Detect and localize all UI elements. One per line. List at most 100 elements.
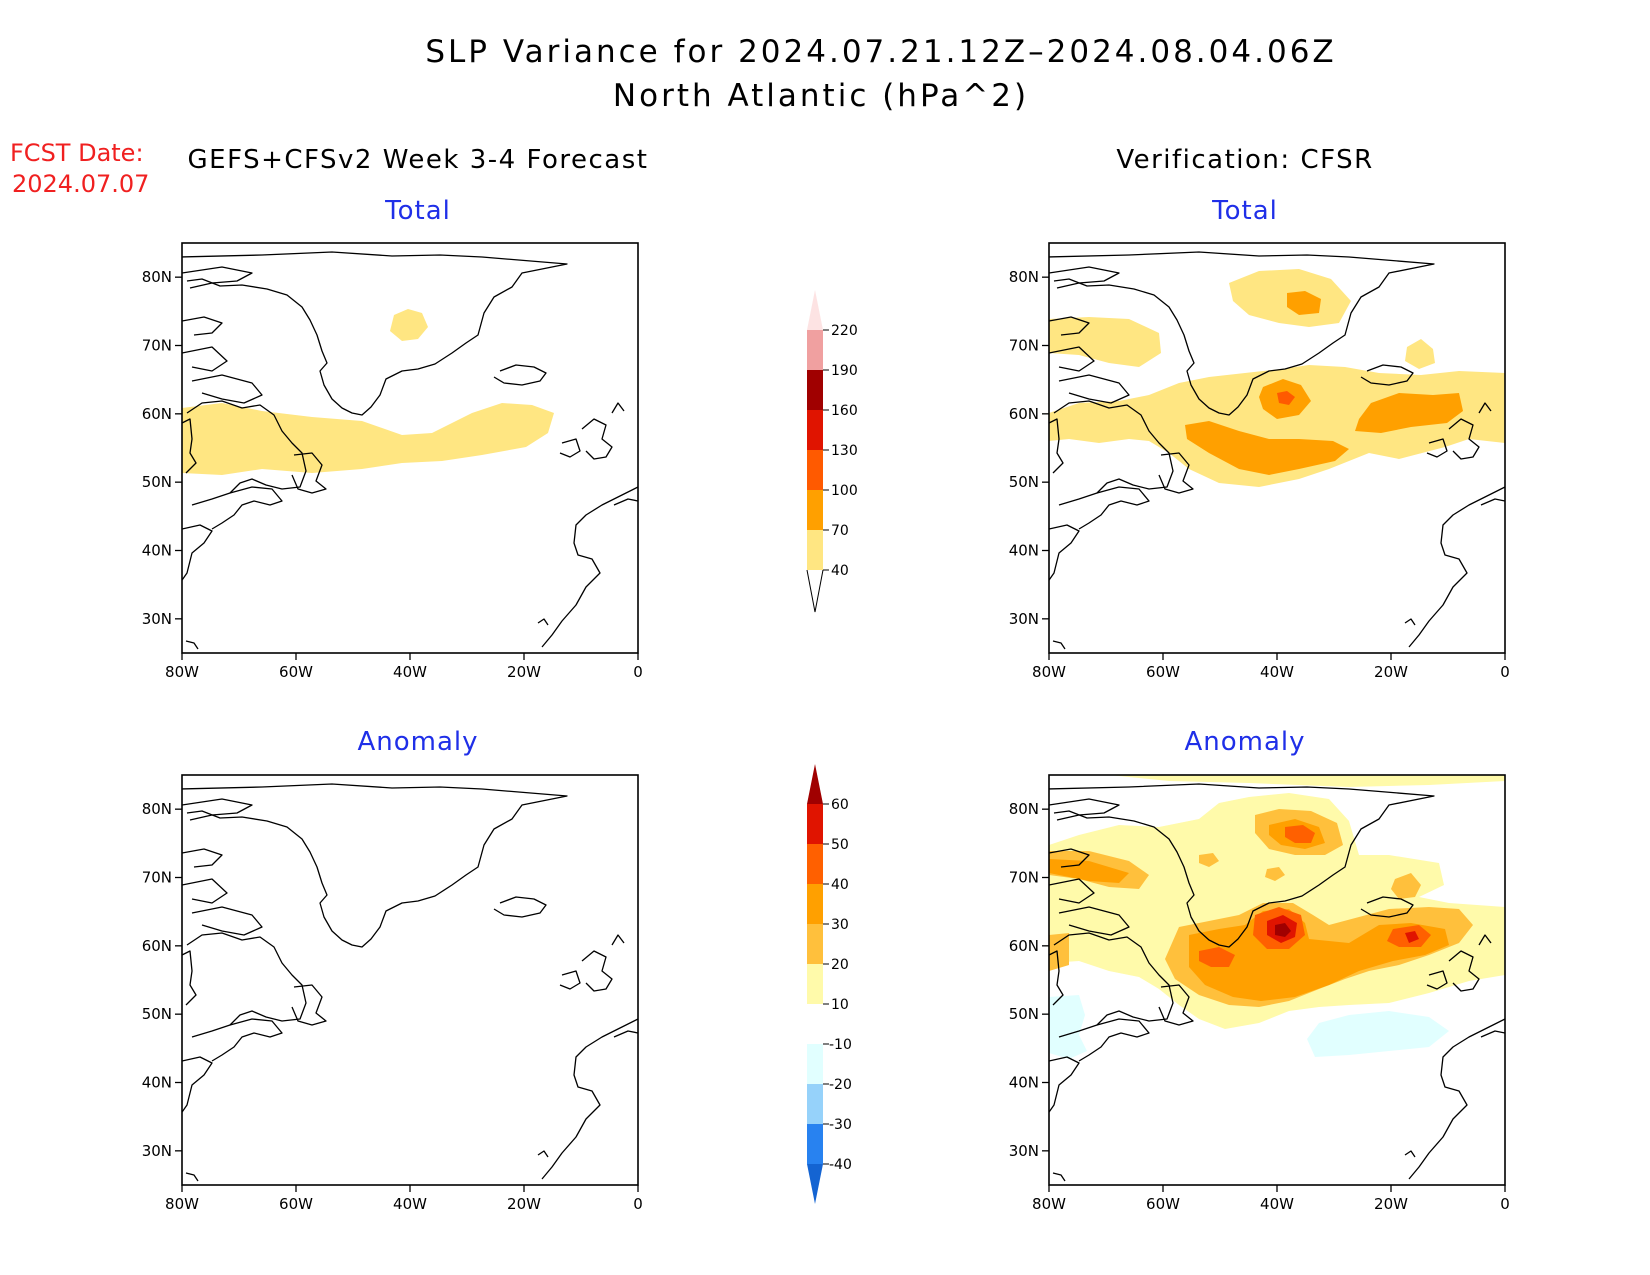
lat-tick-label: 60N bbox=[1009, 937, 1039, 955]
shading-40-ne bbox=[1405, 339, 1435, 369]
colorbar-total: 40 70 100 130 160 190 220 bbox=[806, 290, 858, 613]
lon-tick-label: 20W bbox=[1374, 1195, 1408, 1213]
lat-tick-label: 30N bbox=[142, 1142, 172, 1160]
lat-tick-label: 50N bbox=[142, 473, 172, 491]
lon-tick-label: 80W bbox=[165, 663, 199, 681]
colorbar-level-label: 220 bbox=[831, 323, 858, 339]
colorbar-box bbox=[807, 804, 823, 844]
lon-tick-label: 60W bbox=[279, 1195, 313, 1213]
lat-tick-label: 70N bbox=[142, 337, 172, 355]
lon-tick-label: 60W bbox=[279, 663, 313, 681]
lat-tick-label: 40N bbox=[142, 542, 172, 560]
forecast-total-subtitle: Total bbox=[384, 196, 451, 226]
lat-tick-label: 70N bbox=[142, 869, 172, 887]
lat-tick-label: 40N bbox=[1009, 542, 1039, 560]
colorbar-box bbox=[807, 450, 823, 490]
lat-tick-label: 60N bbox=[142, 405, 172, 423]
colorbar-box bbox=[807, 330, 823, 370]
colorbar-level-label: 40 bbox=[831, 877, 849, 893]
lat-tick-label: 30N bbox=[142, 610, 172, 628]
shading-20-main bbox=[1049, 933, 1069, 971]
colorbar-anomaly: -40 -30 -20 -10 10 20 30 40 50 60 bbox=[807, 764, 852, 1204]
lat-tick-label: 60N bbox=[142, 937, 172, 955]
colorbar-level-label: -10 bbox=[829, 1037, 852, 1053]
lat-tick-label: 70N bbox=[1009, 337, 1039, 355]
lon-tick-label: 60W bbox=[1146, 663, 1180, 681]
colorbar-box bbox=[807, 844, 823, 884]
colorbar-level-label: 40 bbox=[831, 563, 849, 579]
lon-tick-label: 40W bbox=[393, 663, 427, 681]
lon-tick-label: 80W bbox=[1032, 663, 1066, 681]
shading-50-east bbox=[1405, 931, 1419, 943]
colorbar-level-label: -30 bbox=[829, 1117, 852, 1133]
colorbar-level-label: -40 bbox=[829, 1157, 852, 1173]
figure-title-line2: North Atlantic (hPa^2) bbox=[613, 78, 1029, 114]
lat-tick-label: 80N bbox=[142, 268, 172, 286]
shading-40-sw bbox=[1199, 947, 1235, 967]
lon-tick-label: 40W bbox=[1260, 663, 1294, 681]
lon-tick-label: 0 bbox=[633, 663, 643, 681]
colorbar-box bbox=[807, 1124, 823, 1164]
colorbar-box bbox=[807, 924, 823, 964]
shading-10-top bbox=[1109, 775, 1505, 787]
shading-100-center bbox=[1277, 391, 1295, 405]
verification-column-title: Verification: CFSR bbox=[1116, 145, 1373, 175]
lat-tick-label: 50N bbox=[1009, 1005, 1039, 1023]
shading-70-sw bbox=[1185, 421, 1349, 475]
lat-tick-label: 30N bbox=[1009, 610, 1039, 628]
colorbar-level-label: 160 bbox=[831, 403, 858, 419]
shading-40-west bbox=[1049, 317, 1161, 367]
colorbar-level-label: 190 bbox=[831, 363, 858, 379]
lat-tick-label: 80N bbox=[1009, 800, 1039, 818]
lat-tick-label: 40N bbox=[142, 1074, 172, 1092]
colorbar-level-label: 30 bbox=[831, 917, 849, 933]
shading-40-main bbox=[1049, 365, 1505, 487]
shading-40-blob bbox=[390, 309, 428, 341]
colorbar-level-label: 130 bbox=[831, 443, 858, 459]
lat-tick-label: 80N bbox=[1009, 268, 1039, 286]
lat-tick-label: 50N bbox=[142, 1005, 172, 1023]
shading-neg10-sw bbox=[1049, 995, 1087, 1059]
lon-tick-label: 0 bbox=[633, 1195, 643, 1213]
map-frame bbox=[181, 774, 639, 1186]
colorbar-box bbox=[807, 490, 823, 530]
shading-20-ne bbox=[1391, 873, 1421, 899]
lon-tick-label: 0 bbox=[1500, 663, 1510, 681]
forecast-column-title: GEFS+CFSv2 Week 3-4 Forecast bbox=[188, 145, 649, 175]
colorbar-level-label: 20 bbox=[831, 957, 849, 973]
colorbar-lower-arrow bbox=[807, 1164, 823, 1204]
colorbar-upper-arrow bbox=[807, 764, 823, 804]
shading-40 bbox=[182, 403, 554, 475]
colorbar-box bbox=[807, 884, 823, 924]
shading-70-east bbox=[1355, 393, 1463, 433]
shading-20-small2 bbox=[1265, 867, 1285, 881]
lat-tick-label: 30N bbox=[1009, 1142, 1039, 1160]
colorbar-level-label: -20 bbox=[829, 1077, 852, 1093]
lon-tick-label: 20W bbox=[507, 1195, 541, 1213]
colorbar-box bbox=[807, 370, 823, 410]
lat-tick-label: 60N bbox=[1009, 405, 1039, 423]
verification-total-map bbox=[1048, 242, 1506, 654]
fcst-date-label: FCST Date: bbox=[10, 139, 144, 167]
shading-60-center bbox=[1275, 923, 1291, 937]
lon-tick-label: 20W bbox=[507, 663, 541, 681]
lon-tick-label: 80W bbox=[1032, 1195, 1066, 1213]
colorbar-upper-arrow bbox=[807, 290, 823, 330]
shading-20-small1 bbox=[1199, 853, 1219, 867]
lon-tick-label: 0 bbox=[1500, 1195, 1510, 1213]
lat-tick-label: 70N bbox=[1009, 869, 1039, 887]
lat-tick-label: 80N bbox=[142, 800, 172, 818]
colorbar-level-label: 70 bbox=[831, 523, 849, 539]
forecast-total-map bbox=[181, 242, 639, 654]
shading-40-north bbox=[1285, 825, 1315, 843]
colorbar-level-label: 50 bbox=[831, 837, 849, 853]
colorbar-box bbox=[807, 1004, 823, 1044]
colorbar-box bbox=[807, 964, 823, 1004]
forecast-anomaly-subtitle: Anomaly bbox=[357, 727, 478, 757]
colorbar-level-label: 60 bbox=[831, 797, 849, 813]
lon-tick-label: 80W bbox=[165, 1195, 199, 1213]
colorbar-box bbox=[807, 410, 823, 450]
lon-tick-label: 20W bbox=[1374, 663, 1408, 681]
figure-title-line1: SLP Variance for 2024.07.21.12Z–2024.08.… bbox=[425, 34, 1336, 70]
